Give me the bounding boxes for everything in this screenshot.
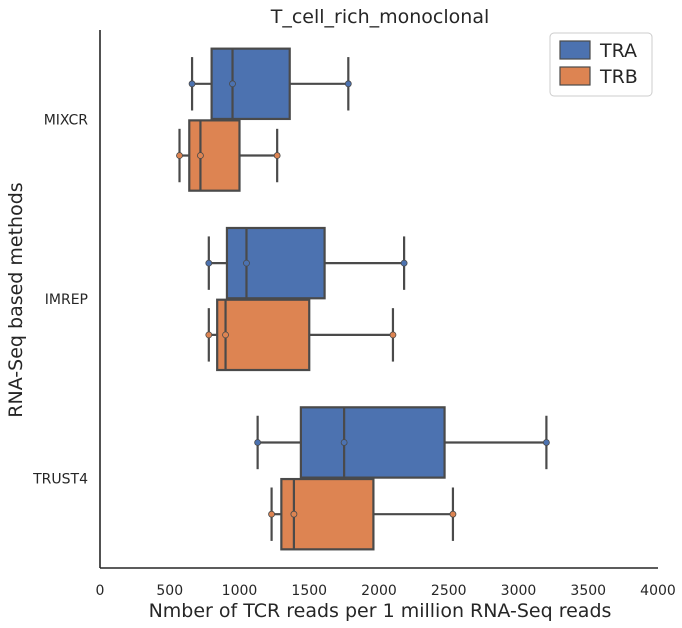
legend-label: TRB [599, 66, 638, 88]
box-tra-mixcr [210, 47, 291, 121]
chart-title: T_cell_rich_monoclonal [270, 6, 490, 28]
y-tick-label: MIXCR [44, 113, 89, 129]
y-axis-label: RNA-Seq based methods [5, 182, 27, 417]
legend-swatch [559, 66, 591, 86]
x-tick-label: 1000 [222, 583, 258, 599]
data-point [176, 152, 183, 159]
data-point [229, 80, 236, 88]
x-tick-label: 1500 [291, 583, 327, 599]
data-point [205, 259, 213, 267]
y-tick-label: TRUST4 [32, 471, 88, 487]
legend: TRA TRB [549, 32, 653, 97]
data-point [543, 439, 550, 446]
data-point [268, 510, 275, 518]
x-tick-label: 500 [156, 583, 183, 599]
data-point [243, 259, 250, 267]
data-point [389, 331, 397, 339]
data-point [344, 80, 352, 88]
x-tick-label: 3000 [501, 583, 537, 599]
legend-label: TRA [599, 40, 637, 62]
plot-area: 0 500 1000 1500 2000 2500 3000 3500 4000 MIXCR IMR… [32, 30, 676, 599]
x-tick-label: 2500 [431, 583, 467, 599]
box-tra-trust4 [299, 406, 446, 479]
data-point [197, 152, 204, 159]
box-trb-mixcr [188, 119, 241, 192]
legend-swatch [559, 40, 591, 60]
data-point [340, 439, 348, 446]
x-tick-label: 0 [96, 583, 105, 599]
x-tick-label: 4000 [640, 583, 676, 599]
data-point [222, 331, 229, 339]
data-point [254, 439, 262, 446]
box-trb-imrep [216, 298, 311, 372]
x-axis-label: Nmber of TCR reads per 1 million RNA-Seq… [149, 600, 612, 622]
x-tick-label: 2000 [361, 583, 397, 599]
data-point [449, 510, 457, 518]
data-point [273, 152, 281, 159]
data-point [188, 80, 196, 88]
x-tick-label: 3500 [570, 583, 606, 599]
data-point [290, 510, 298, 518]
data-point [205, 331, 213, 339]
y-tick-label: IMREP [45, 292, 88, 308]
data-point [400, 259, 408, 267]
box-tra-imrep [225, 226, 326, 300]
